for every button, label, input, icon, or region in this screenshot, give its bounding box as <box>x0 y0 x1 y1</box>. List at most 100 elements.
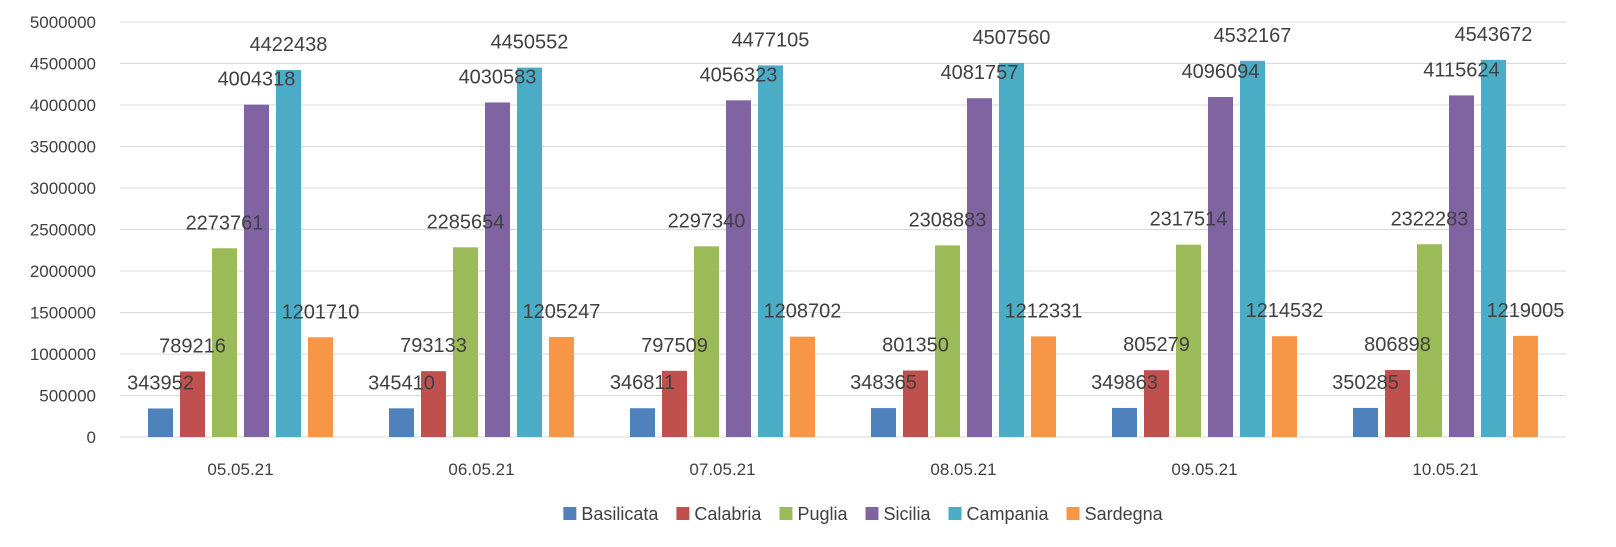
bar-puglia <box>694 246 719 437</box>
data-label: 1212331 <box>1005 300 1083 322</box>
x-tick-label: 09.05.21 <box>1171 460 1237 479</box>
bar-campania <box>276 69 301 437</box>
bar-puglia <box>1417 244 1442 437</box>
y-tick-label: 4500000 <box>30 55 96 74</box>
bar-puglia <box>453 247 478 437</box>
data-label: 349863 <box>1091 372 1158 394</box>
bar-campania <box>1481 59 1506 438</box>
legend-swatch <box>779 507 793 520</box>
data-label: 4477105 <box>732 29 810 51</box>
gridlines <box>120 21 1566 438</box>
y-tick-label: 4000000 <box>30 96 96 115</box>
data-label: 1205247 <box>523 301 601 323</box>
data-label: 4004318 <box>218 69 296 91</box>
y-axis-ticks: 0 500000 1000000 1500000 2000000 2500000 30000… <box>30 13 96 447</box>
data-label: 343952 <box>127 372 194 394</box>
bar-sicilia <box>1208 97 1233 437</box>
legend-swatch <box>865 507 879 520</box>
x-tick-label: 10.05.21 <box>1412 460 1478 479</box>
x-tick-label: 07.05.21 <box>689 460 755 479</box>
legend-swatch <box>676 507 690 520</box>
bar-campania <box>517 67 542 437</box>
data-label: 4096094 <box>1182 61 1260 83</box>
data-label: 2285654 <box>427 211 505 233</box>
data-label: 2317514 <box>1150 209 1228 231</box>
bar-calabria <box>1385 370 1410 437</box>
data-label: 1201710 <box>282 301 360 323</box>
data-label: 4115624 <box>1423 59 1499 81</box>
y-tick-label: 5000000 <box>30 13 96 32</box>
bar-sardegna <box>790 336 815 437</box>
data-label: 805279 <box>1123 334 1190 356</box>
bar-calabria <box>1144 370 1169 437</box>
bar-basilicata <box>389 408 414 437</box>
data-label: 797509 <box>641 335 708 357</box>
data-label: 4532167 <box>1214 25 1292 47</box>
legend-swatch <box>563 507 577 520</box>
data-label: 4450552 <box>491 32 569 54</box>
data-label: 1208702 <box>764 301 842 323</box>
legend-item-basilicata: Basilicata <box>563 504 659 524</box>
legend-item-campania: Campania <box>948 504 1050 524</box>
bar-puglia <box>1176 244 1201 437</box>
bars <box>148 59 1538 438</box>
data-label: 348365 <box>850 372 917 394</box>
y-tick-label: 2000000 <box>30 262 96 281</box>
legend-label: Puglia <box>797 504 848 524</box>
data-label: 1214532 <box>1246 300 1324 322</box>
bar-sicilia <box>485 102 510 437</box>
legend-label: Sicilia <box>884 504 932 524</box>
y-tick-label: 0 <box>87 428 96 447</box>
bar-calabria <box>180 371 205 437</box>
bar-sicilia <box>244 104 269 438</box>
data-label: 2297340 <box>668 210 746 232</box>
legend-item-sicilia: Sicilia <box>865 504 932 524</box>
legend-label: Calabria <box>694 504 762 524</box>
bar-sardegna <box>549 336 574 437</box>
data-label: 2322283 <box>1391 208 1469 230</box>
data-label: 350285 <box>1332 372 1399 394</box>
x-tick-label: 06.05.21 <box>448 460 514 479</box>
bar-campania <box>1240 60 1265 437</box>
data-label: 345410 <box>368 372 435 394</box>
y-tick-label: 1000000 <box>30 345 96 364</box>
legend-label: Sardegna <box>1085 504 1164 524</box>
y-tick-label: 500000 <box>39 387 96 406</box>
legend-label: Basilicata <box>581 504 659 524</box>
legend-item-puglia: Puglia <box>779 504 848 524</box>
data-label: 4081757 <box>941 62 1019 84</box>
data-label: 793133 <box>400 335 467 357</box>
bar-calabria <box>421 371 446 437</box>
bar-sicilia <box>967 98 992 437</box>
bar-puglia <box>212 248 237 437</box>
bar-sicilia <box>726 100 751 437</box>
data-labels: 343952 789216 2273761 4004318 4422438 1201710… <box>127 24 1564 395</box>
data-label: 4507560 <box>973 27 1051 49</box>
legend-label: Campania <box>967 504 1050 524</box>
x-axis-ticks: 05.05.21 06.05.21 07.05.21 08.05.21 09.05.21… <box>207 460 1478 479</box>
bar-basilicata <box>1112 407 1137 437</box>
bar-campania <box>758 65 783 438</box>
y-tick-label: 3000000 <box>30 179 96 198</box>
data-label: 4056323 <box>700 64 778 86</box>
data-label: 1219005 <box>1487 300 1565 322</box>
legend-swatch <box>1066 507 1080 520</box>
data-label: 346811 <box>610 372 675 394</box>
legend: Basilicata Calabria Puglia Sicilia Campania S… <box>563 504 1164 524</box>
x-tick-label: 08.05.21 <box>930 460 996 479</box>
data-label: 801350 <box>882 334 949 356</box>
data-label: 789216 <box>159 335 226 357</box>
legend-item-calabria: Calabria <box>676 504 762 524</box>
x-tick-label: 05.05.21 <box>207 460 273 479</box>
bar-sardegna <box>308 337 333 437</box>
bar-basilicata <box>148 408 173 437</box>
data-label: 806898 <box>1364 334 1431 356</box>
data-label: 4422438 <box>250 34 328 56</box>
bar-basilicata <box>630 408 655 437</box>
data-label: 2273761 <box>186 212 264 234</box>
bar-calabria <box>662 370 687 437</box>
bar-sardegna <box>1031 336 1056 437</box>
y-tick-label: 3500000 <box>30 138 96 157</box>
bar-sardegna <box>1513 335 1538 437</box>
y-tick-label: 1500000 <box>30 304 96 323</box>
